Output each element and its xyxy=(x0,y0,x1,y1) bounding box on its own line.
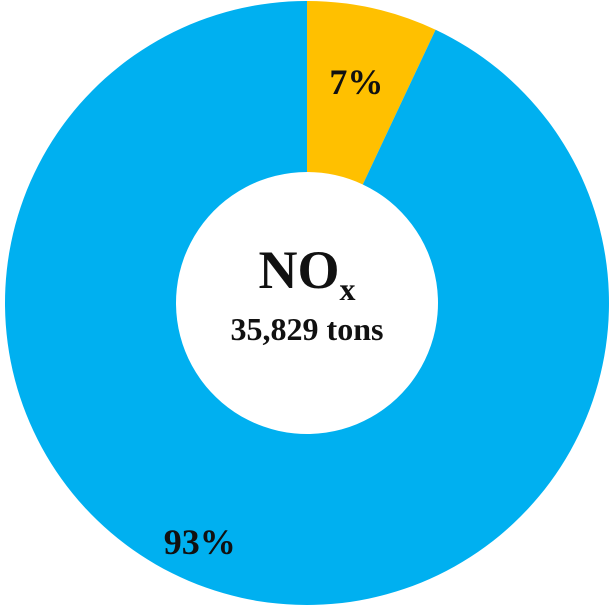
donut-slice-1 xyxy=(307,1,436,185)
slice-labels: 7% 93% xyxy=(164,62,384,562)
center-title-subscript: x xyxy=(340,271,356,307)
center-title: NOx xyxy=(259,240,356,307)
slice-label-2: 93% xyxy=(164,522,236,562)
center-label: NOx 35,829 tons xyxy=(231,240,384,347)
donut-slice-2 xyxy=(4,1,609,605)
center-title-main: NO xyxy=(259,240,340,300)
center-subtitle: 35,829 tons xyxy=(231,311,384,347)
slice-label-1: 7% xyxy=(329,62,383,102)
donut-slices xyxy=(4,1,609,605)
